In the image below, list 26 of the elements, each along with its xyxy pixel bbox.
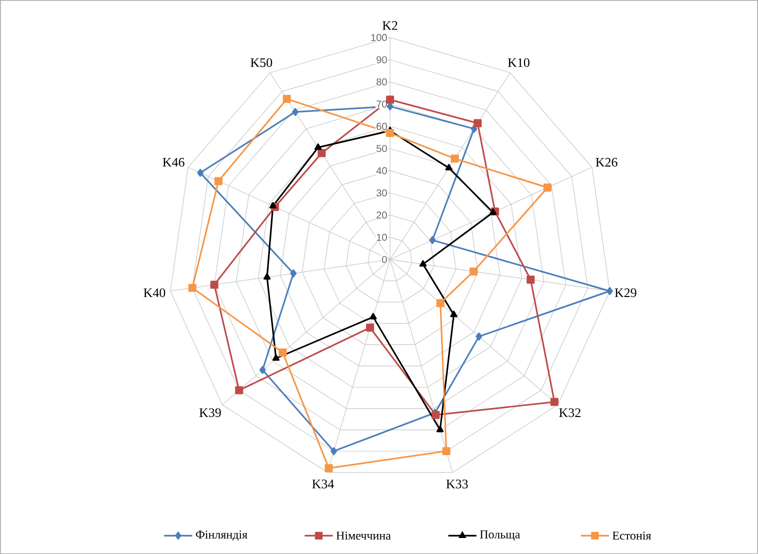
spoke-label: K26 [596, 158, 618, 167]
spoke-label: K2 [382, 21, 398, 30]
spoke-label: K10 [508, 58, 530, 67]
y-tick-label: 60 [376, 122, 387, 130]
y-tick-label: 30 [376, 189, 387, 196]
spoke-label: K46 [162, 158, 184, 167]
legend-label: Німеччина [336, 532, 391, 540]
legend-label: Польща [480, 530, 520, 541]
spoke-label: K39 [199, 408, 221, 418]
spoke-label: K34 [312, 480, 334, 488]
spoke-label: K29 [614, 288, 636, 298]
spoke-label: K33 [446, 480, 468, 488]
y-tick-label: 10 [376, 234, 387, 241]
y-tick-label: 70 [376, 100, 387, 108]
y-tick-label: 20 [376, 211, 387, 219]
legend-label: Естонія [612, 532, 652, 540]
y-tick-label: 80 [376, 78, 387, 86]
y-tick-label: 100 [371, 34, 387, 42]
y-tick-label: 0 [382, 256, 387, 263]
y-tick-label: 40 [376, 167, 387, 174]
spoke-label: K32 [559, 408, 580, 418]
spoke-label: K40 [144, 288, 166, 298]
spoke-label: K50 [250, 58, 272, 67]
y-tick-label: 90 [376, 56, 387, 64]
legend-label: Фінляндія [196, 530, 248, 541]
y-tick-label: 50 [376, 144, 387, 152]
